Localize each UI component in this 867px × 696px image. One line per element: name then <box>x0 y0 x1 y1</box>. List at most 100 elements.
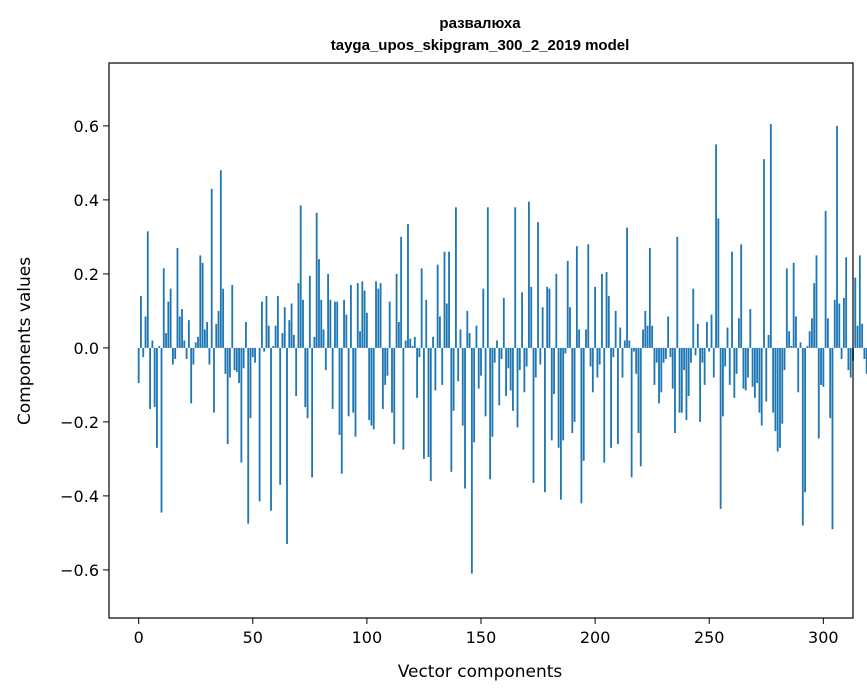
bar-257 <box>724 347 727 367</box>
bar-42 <box>233 347 236 371</box>
bar-66 <box>288 320 291 348</box>
bar-224 <box>648 248 651 348</box>
bar-218 <box>635 347 638 374</box>
bar-307 <box>838 303 841 348</box>
bar-152 <box>484 347 487 417</box>
bar-285 <box>788 331 791 348</box>
bar-312 <box>849 347 852 378</box>
bar-150 <box>480 347 482 376</box>
bar-288 <box>795 316 797 348</box>
bar-30 <box>206 322 209 348</box>
bar-297 <box>815 255 818 348</box>
bar-173 <box>532 347 535 483</box>
bar-141 <box>459 329 462 348</box>
bar-118 <box>407 223 409 348</box>
bar-47 <box>245 322 247 348</box>
bar-176 <box>539 347 542 365</box>
bar-113 <box>395 273 398 348</box>
bar-206 <box>607 296 610 348</box>
bar-251 <box>710 314 713 348</box>
bar-272 <box>758 347 761 413</box>
bar-0 <box>137 347 140 384</box>
bar-186 <box>562 347 565 441</box>
bar-136 <box>448 251 450 348</box>
bar-222 <box>644 310 647 348</box>
bar-107 <box>381 347 384 409</box>
bar-204 <box>603 347 606 463</box>
bar-239 <box>683 347 686 371</box>
bar-142 <box>461 347 464 426</box>
bar-319 <box>865 347 867 374</box>
bar-84 <box>329 299 332 348</box>
bar-72 <box>302 299 304 348</box>
bar-250 <box>708 347 711 352</box>
bar-301 <box>824 211 827 348</box>
bar-59 <box>272 346 275 348</box>
bar-240 <box>685 347 688 421</box>
bar-246 <box>699 347 702 422</box>
bar-275 <box>765 347 768 402</box>
bar-300 <box>822 347 825 387</box>
bar-77 <box>313 336 316 348</box>
bar-174 <box>534 347 537 378</box>
bar-110 <box>388 301 391 348</box>
bar-102 <box>370 347 373 426</box>
bar-278 <box>772 347 775 413</box>
bar-295 <box>811 318 813 348</box>
bar-298 <box>817 347 820 439</box>
bar-282 <box>781 347 784 424</box>
bar-184 <box>557 347 560 448</box>
bar-48 <box>247 347 250 524</box>
bar-135 <box>445 303 448 348</box>
bar-27 <box>199 255 202 348</box>
bar-294 <box>808 331 811 348</box>
y-tick-label: 0.0 <box>74 339 99 358</box>
bar-258 <box>726 327 729 348</box>
bar-215 <box>628 340 631 348</box>
bar-209 <box>614 310 617 348</box>
bar-130 <box>434 347 437 391</box>
bar-153 <box>486 207 489 348</box>
bar-106 <box>379 283 382 348</box>
bar-79 <box>318 259 320 348</box>
bar-226 <box>653 347 656 385</box>
bar-68 <box>292 334 295 348</box>
bar-179 <box>546 286 549 348</box>
bar-208 <box>612 347 615 358</box>
bar-299 <box>820 347 822 385</box>
bar-94 <box>352 347 355 413</box>
bar-161 <box>505 347 508 396</box>
bar-311 <box>847 347 850 371</box>
bar-219 <box>637 347 640 433</box>
bar-259 <box>728 347 731 385</box>
bar-22 <box>187 320 190 348</box>
bar-166 <box>516 347 519 428</box>
bar-198 <box>589 347 592 367</box>
y-tick-label: −0.6 <box>60 561 99 580</box>
bar-187 <box>564 347 567 354</box>
bar-82 <box>324 347 327 371</box>
bar-63 <box>281 333 284 348</box>
bar-131 <box>436 264 439 348</box>
bar-260 <box>731 251 733 348</box>
bar-9 <box>158 346 161 348</box>
bar-145 <box>468 333 471 348</box>
y-tick-label: 0.2 <box>74 265 99 284</box>
x-tick-label: 100 <box>352 628 383 647</box>
bar-225 <box>651 325 654 348</box>
bar-188 <box>566 260 569 348</box>
chart-subtitle: tayga_upos_skipgram_300_2_2019 model <box>331 37 630 54</box>
bar-49 <box>249 347 252 419</box>
bar-15 <box>171 347 174 365</box>
bar-245 <box>696 323 699 348</box>
bar-147 <box>473 347 476 443</box>
bar-287 <box>792 262 795 348</box>
bar-171 <box>528 201 530 348</box>
bar-3 <box>144 316 147 348</box>
bar-119 <box>409 338 412 348</box>
bar-87 <box>336 301 339 348</box>
bar-236 <box>676 236 679 348</box>
bar-5 <box>149 347 151 409</box>
bar-195 <box>582 347 585 461</box>
bar-210 <box>617 347 619 445</box>
